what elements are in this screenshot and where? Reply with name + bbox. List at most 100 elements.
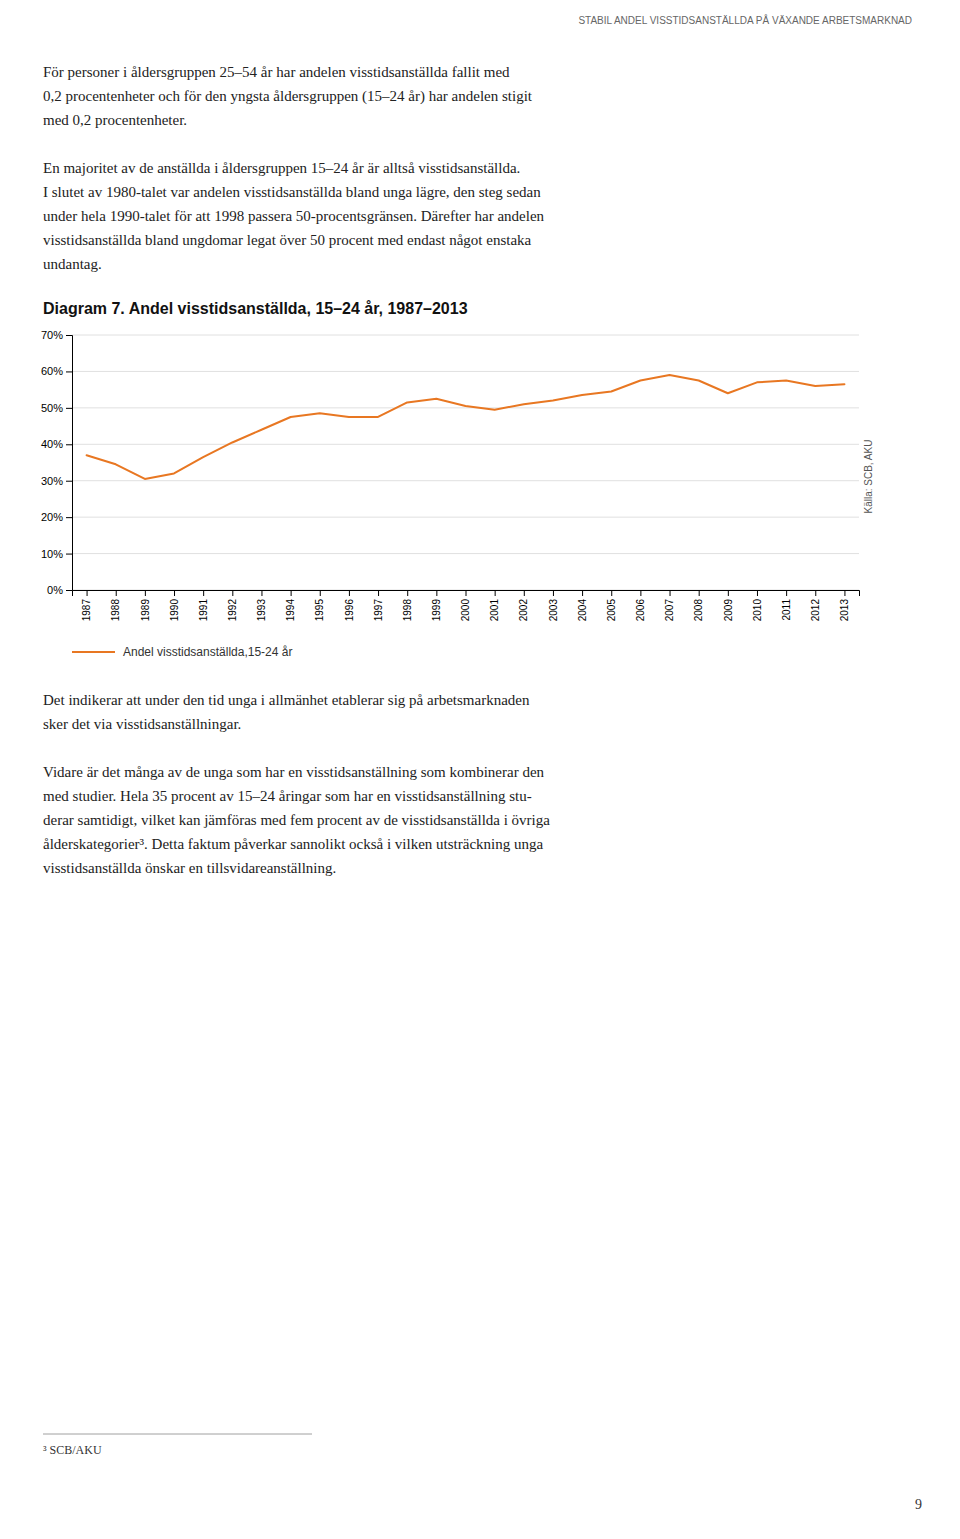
grid-line	[72, 407, 859, 408]
y-tick-mark	[66, 444, 72, 445]
y-tick: 50%	[41, 402, 72, 414]
legend-swatch	[72, 651, 115, 653]
text-line: undantag.	[43, 256, 102, 272]
x-tick: 2001	[489, 590, 500, 621]
grid-line	[72, 444, 859, 445]
x-tick-label: 2011	[781, 599, 792, 621]
text-line: Vidare är det många av de unga som har e…	[43, 764, 545, 780]
x-tick-label: 2003	[548, 599, 559, 622]
x-tick: 1993	[256, 590, 267, 621]
x-tick: 1995	[314, 590, 325, 621]
text-line: visstidsanställda bland ungdomar legat ö…	[43, 232, 532, 248]
x-tick: 1997	[373, 590, 384, 621]
x-tick-mark	[407, 590, 408, 596]
text-line: 0,2 procentenheter och för den yngsta ål…	[43, 88, 533, 105]
y-tick: 30%	[41, 475, 72, 487]
text-line: visstidsanställda önskar en tillsvidarea…	[43, 860, 336, 876]
body-paragraphs: För personer i åldersgruppen 25–54 år ha…	[43, 64, 545, 272]
grid	[72, 335, 859, 590]
y-tick: 60%	[41, 365, 72, 377]
x-tick: 1994	[285, 590, 296, 621]
y-tick-mark	[66, 335, 72, 336]
x-tick-mark	[291, 590, 292, 596]
x-tick: 1998	[402, 590, 413, 621]
x-tick-label: 2001	[489, 599, 500, 622]
x-tick-mark	[815, 590, 816, 596]
y-tick-label: 20%	[41, 511, 63, 523]
x-tick: 2008	[693, 590, 704, 621]
x-tick-label: 1999	[431, 599, 442, 622]
header: STABIL ANDEL VISSTIDSANSTÄLLDA PÅ VÄXAND…	[578, 14, 912, 26]
page-number: 9	[915, 1497, 922, 1512]
x-tick-mark	[466, 590, 467, 596]
x-tick-mark	[524, 590, 525, 596]
x-tick-label: 2006	[635, 599, 646, 622]
text-line: ålderskategorier³. Detta faktum påverkar…	[43, 836, 544, 852]
x-tick: 2006	[635, 590, 646, 621]
y-tick-label: 0%	[47, 584, 63, 596]
y-tick-mark	[66, 554, 72, 555]
x-tick-label: 2009	[723, 599, 734, 622]
x-tick-label: 2005	[606, 599, 617, 622]
x-tick-mark	[232, 590, 233, 596]
x-tick-label: 2000	[460, 599, 471, 622]
x-tick-mark	[640, 590, 641, 596]
footnote: ³ SCB/AKU	[43, 1443, 102, 1457]
y-tick-mark	[66, 590, 72, 591]
page: STABIL ANDEL VISSTIDSANSTÄLLDA PÅ VÄXAND…	[0, 0, 960, 1539]
text-line: För personer i åldersgruppen 25–54 år ha…	[43, 64, 510, 80]
grid-line	[72, 480, 859, 481]
x-tick: 1987	[81, 590, 92, 621]
y-tick-label: 40%	[41, 438, 63, 450]
y-axis-line	[66, 336, 73, 591]
grid-line	[72, 517, 859, 518]
x-tick: 2000	[460, 590, 471, 621]
x-tick: 2013	[839, 590, 850, 621]
x-tick-mark	[757, 590, 758, 596]
x-tick-mark	[728, 590, 729, 596]
y-tick: 0%	[47, 584, 72, 596]
x-tick-label: 1992	[227, 599, 238, 622]
x-tick-label: 1993	[256, 599, 267, 622]
x-tick: 1990	[169, 590, 180, 621]
text-line: sker det via visstidsanställningar.	[43, 716, 241, 732]
y-tick-mark	[66, 517, 72, 518]
x-tick-mark	[553, 590, 554, 596]
x-tick: 1996	[344, 590, 355, 621]
legend: Andel visstidsanställda,15-24 år	[72, 645, 292, 659]
x-tick-mark	[611, 590, 612, 596]
y-tick-label: 70%	[41, 329, 63, 341]
x-tick-mark	[786, 590, 787, 596]
x-tick-label: 1994	[285, 599, 296, 622]
x-tick-mark	[844, 590, 845, 596]
x-tick: 2003	[548, 590, 559, 621]
x-tick-label: 1991	[198, 599, 209, 622]
x-tick: 2005	[606, 590, 617, 621]
x-tick-label: 1987	[81, 599, 92, 622]
x-tick: 2007	[664, 590, 675, 621]
x-tick-mark	[436, 590, 437, 596]
legend-label: Andel visstidsanställda,15-24 år	[123, 645, 292, 659]
x-tick-mark	[670, 590, 671, 596]
y-tick: 70%	[41, 329, 72, 341]
y-tick: 40%	[41, 438, 72, 450]
x-tick-mark	[174, 590, 175, 596]
y-tick-label: 30%	[41, 475, 63, 487]
grid-line	[72, 371, 859, 372]
x-tick: 1988	[110, 590, 121, 621]
x-tick: 2004	[577, 590, 588, 621]
source-label: Källa: SCB, AKU	[863, 440, 874, 514]
text-line: under hela 1990-talet för att 1998 passe…	[43, 208, 545, 224]
x-tick: 2011	[781, 590, 792, 621]
y-axis: 0%10%20%30%40%50%60%70%	[41, 329, 73, 596]
x-axis-line	[73, 591, 860, 597]
text-line: derar samtidigt, vilket kan jämföras med…	[43, 812, 550, 828]
x-tick-label: 1998	[402, 599, 413, 622]
x-tick-mark	[699, 590, 700, 596]
y-tick-mark	[66, 481, 72, 482]
x-tick-mark	[203, 590, 204, 596]
plot-marks	[87, 375, 845, 479]
x-tick-label: 1989	[140, 599, 151, 622]
x-tick-mark	[378, 590, 379, 596]
x-tick-label: 2002	[518, 599, 529, 622]
